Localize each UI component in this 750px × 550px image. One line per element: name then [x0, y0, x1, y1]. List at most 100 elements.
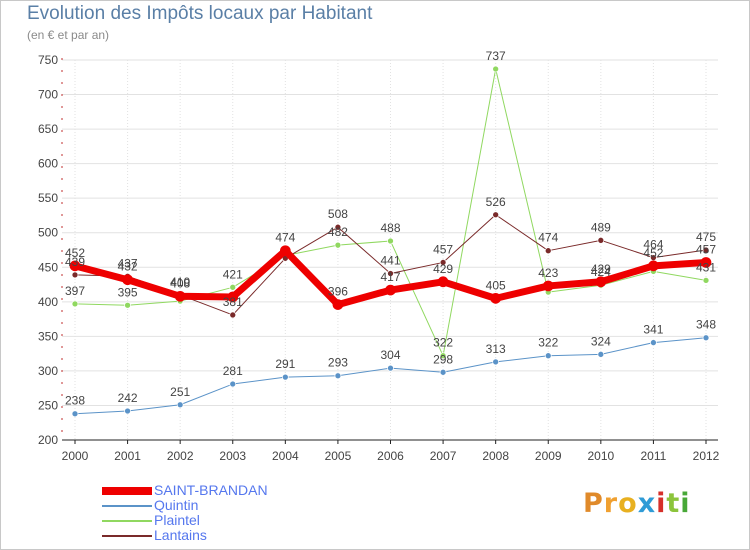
logo-letter: P [583, 488, 604, 519]
data-label: 424 [591, 265, 611, 279]
logo-letter: i [656, 488, 667, 519]
data-point [702, 246, 710, 254]
data-point [492, 211, 500, 219]
data-label: 281 [223, 364, 243, 378]
data-point [544, 247, 552, 255]
data-point [387, 364, 394, 372]
data-point [597, 236, 605, 244]
x-tick-label: 2002 [167, 449, 194, 463]
data-point [124, 301, 131, 309]
data-point [71, 300, 79, 308]
data-label: 304 [380, 348, 400, 362]
legend-label: Quintin [154, 497, 199, 513]
y-tick-label: 300 [38, 364, 58, 378]
data-label: 421 [223, 267, 243, 281]
data-label: 474 [275, 231, 295, 245]
data-label: 452 [643, 246, 663, 260]
y-tick-label: 450 [38, 260, 58, 274]
chart-title: Evolution des Impôts locaux par Habitant [27, 3, 373, 24]
data-point [124, 407, 131, 415]
data-point [439, 259, 447, 266]
x-tick-label: 2009 [535, 449, 562, 463]
data-label: 457 [696, 242, 716, 256]
data-point [122, 274, 133, 286]
data-point [544, 352, 552, 360]
data-label: 737 [486, 49, 506, 63]
data-label: 417 [380, 270, 400, 284]
data-point [279, 245, 291, 257]
data-label: 488 [380, 221, 400, 235]
legend-label: Lantains [154, 527, 207, 543]
data-label: 238 [65, 394, 85, 408]
data-label: 410 [170, 275, 190, 289]
x-tick-label: 2011 [641, 449, 667, 463]
data-point [71, 271, 79, 279]
x-tick-label: 2008 [482, 449, 509, 463]
y-tick-label: 750 [38, 53, 58, 67]
data-point [437, 276, 449, 288]
y-tick-label: 400 [38, 295, 58, 309]
y-tick-label: 700 [38, 88, 58, 102]
x-tick-label: 2010 [587, 449, 614, 463]
data-point [439, 368, 447, 376]
data-point [439, 352, 447, 360]
data-point [490, 293, 502, 304]
data-label: 474 [538, 231, 558, 245]
legend-swatch [102, 535, 152, 537]
data-label: 381 [223, 295, 243, 309]
x-tick-label: 2007 [430, 449, 457, 463]
x-tick-label: 2012 [693, 449, 720, 463]
data-label: 423 [538, 266, 558, 280]
data-point [492, 358, 500, 366]
data-point [229, 283, 237, 291]
data-label: 405 [486, 278, 506, 292]
data-point [597, 350, 605, 358]
legend-swatch [102, 487, 152, 495]
data-label: 457 [433, 242, 453, 256]
data-label: 431 [696, 260, 716, 274]
logo-letter: x [637, 488, 657, 519]
data-label: 348 [696, 318, 716, 332]
y-tick-label: 550 [38, 191, 58, 205]
data-point [492, 65, 500, 73]
chart-subtitle: (en € et par an) [27, 28, 110, 42]
data-label: 298 [433, 352, 453, 366]
data-point [700, 257, 712, 268]
data-point [334, 372, 342, 380]
data-label: 322 [538, 336, 558, 350]
legend-swatch [102, 520, 152, 522]
data-label: 322 [433, 336, 453, 350]
legend-label: Plaintel [154, 512, 200, 528]
legend-swatch [102, 505, 152, 507]
data-label: 475 [696, 230, 716, 244]
data-point [542, 280, 554, 292]
y-tick-label: 350 [38, 329, 58, 343]
data-label: 441 [380, 253, 400, 267]
data-label: 397 [65, 284, 85, 298]
data-point [174, 290, 186, 302]
data-point [595, 276, 607, 288]
data-point [332, 299, 344, 310]
data-label: 408 [170, 276, 190, 290]
data-label: 396 [328, 285, 348, 299]
data-label: 432 [118, 260, 138, 274]
data-point [387, 237, 394, 245]
data-point [648, 260, 659, 272]
data-label: 464 [643, 238, 663, 252]
data-label: 313 [486, 342, 506, 356]
data-point [71, 410, 79, 418]
x-tick-label: 2001 [114, 449, 141, 463]
data-label: 429 [433, 262, 453, 276]
data-point [387, 270, 394, 277]
data-point [650, 339, 657, 346]
proxiti-logo: Proxiti [583, 488, 691, 519]
logo-letter: r [603, 488, 619, 519]
y-tick-label: 200 [38, 433, 58, 447]
x-tick-label: 2000 [62, 449, 89, 463]
data-point [227, 291, 239, 303]
logo-letter: o [618, 488, 638, 519]
data-label: 482 [328, 225, 348, 239]
data-label: 429 [591, 262, 611, 276]
